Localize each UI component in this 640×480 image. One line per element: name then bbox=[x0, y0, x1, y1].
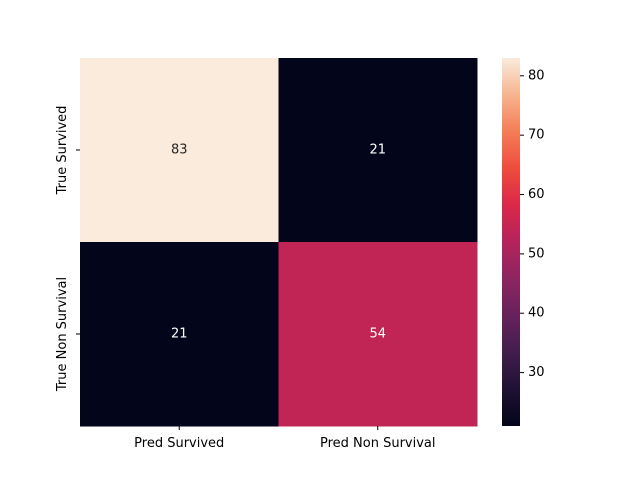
heatmap-cell-0-1 bbox=[278, 58, 478, 243]
cell-value-0-0: 83 bbox=[171, 143, 188, 158]
cell-value-1-0: 21 bbox=[171, 327, 188, 342]
colorbar-ticks: 30 40 50 60 70 80 bbox=[520, 68, 545, 380]
colorbar-tick-label-5: 80 bbox=[528, 68, 545, 83]
heatmap-annotations: 83 21 21 54 bbox=[171, 143, 386, 342]
y-tick-label-1: True Non Survival bbox=[55, 277, 70, 392]
colorbar-tick-label-4: 70 bbox=[528, 128, 545, 143]
y-tick-label-0: True Survived bbox=[55, 106, 70, 196]
heatmap-cell-1-0 bbox=[80, 242, 279, 427]
colorbar-gradient bbox=[502, 58, 520, 426]
colorbar-tick-label-2: 50 bbox=[528, 246, 545, 261]
heatmap-cell-1-1 bbox=[278, 242, 478, 427]
colorbar-tick-label-1: 40 bbox=[528, 306, 545, 321]
colorbar: 30 40 50 60 70 80 bbox=[502, 58, 545, 426]
x-tick-label-0: Pred Survived bbox=[134, 436, 224, 451]
x-tick-label-1: Pred Non Survival bbox=[320, 436, 436, 451]
cell-value-1-1: 54 bbox=[369, 327, 386, 342]
colorbar-tick-label-0: 30 bbox=[528, 365, 545, 380]
cell-value-0-1: 21 bbox=[369, 143, 386, 158]
y-axis: True Survived True Non Survival bbox=[55, 106, 80, 392]
x-axis: Pred Survived Pred Non Survival bbox=[134, 426, 436, 451]
colorbar-tick-label-3: 60 bbox=[528, 187, 545, 202]
heatmap-cell-0-0 bbox=[80, 58, 279, 243]
heatmap-cells bbox=[80, 58, 478, 427]
